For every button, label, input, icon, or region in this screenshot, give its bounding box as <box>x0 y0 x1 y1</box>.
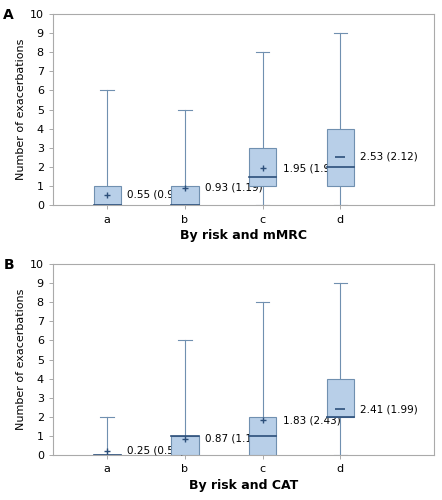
Text: 0.87 (1.17): 0.87 (1.17) <box>205 434 263 444</box>
Text: 1.83 (2.43): 1.83 (2.43) <box>282 416 340 426</box>
Text: 0.93 (1.19): 0.93 (1.19) <box>205 182 263 192</box>
Bar <box>171 436 198 456</box>
Text: 2.53 (2.12): 2.53 (2.12) <box>360 152 418 162</box>
Bar <box>171 186 198 206</box>
Bar <box>327 378 354 417</box>
Bar <box>249 417 276 456</box>
Text: 0.55 (0.95): 0.55 (0.95) <box>127 190 185 200</box>
Y-axis label: Number of exacerbations: Number of exacerbations <box>15 39 26 180</box>
X-axis label: By risk and mMRC: By risk and mMRC <box>180 228 307 241</box>
Text: 2.41 (1.99): 2.41 (1.99) <box>360 404 418 414</box>
Text: 1.95 (1.94): 1.95 (1.94) <box>282 163 340 173</box>
Text: B: B <box>4 258 14 272</box>
Y-axis label: Number of exacerbations: Number of exacerbations <box>15 289 26 430</box>
Bar <box>94 186 121 206</box>
X-axis label: By risk and CAT: By risk and CAT <box>189 478 298 492</box>
Bar <box>327 128 354 186</box>
Text: A: A <box>4 8 14 22</box>
Text: 0.25 (0.51): 0.25 (0.51) <box>127 446 185 456</box>
Bar <box>249 148 276 186</box>
